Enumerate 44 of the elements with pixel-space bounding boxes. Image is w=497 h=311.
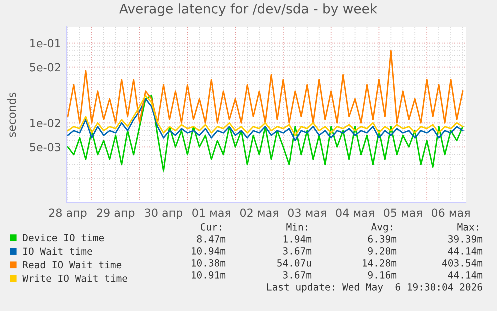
text: Avg: <box>371 224 392 233</box>
x-tick-label: 02 мая <box>240 208 278 218</box>
x-tick-label: 04 мая <box>336 208 374 218</box>
text: 403.54m <box>442 259 483 267</box>
text: 3.67m <box>283 247 312 255</box>
chart-title: Average latency for /dev/sda - by week <box>120 4 378 16</box>
line-series <box>67 95 464 136</box>
x-tick-label: 30 апр <box>145 208 183 220</box>
text: Cur: <box>200 223 222 231</box>
x-tick-label: 29 апр <box>97 208 135 220</box>
x-tick-label: 06 мая <box>432 208 470 218</box>
y-axis-title: seconds <box>8 92 16 138</box>
text: 1.94m <box>284 235 312 243</box>
text: 6.39m <box>368 235 397 243</box>
text: Last update: Wed May 6 19:30:04 2026 <box>267 283 482 293</box>
text: Min: <box>286 223 308 231</box>
y-tick-label: 5e-03 <box>30 143 61 152</box>
legend-label: Write IO Wait time <box>22 274 128 282</box>
text: 54.07u <box>278 259 312 267</box>
text: 10.94m <box>192 247 226 255</box>
text: 44.14m <box>448 272 483 279</box>
x-tick-label: 28 апр <box>49 208 87 220</box>
line-series <box>67 50 464 124</box>
text: 10.91m <box>192 271 226 279</box>
text: 14.28m <box>363 259 397 267</box>
text: 9.16m <box>368 271 397 279</box>
text: 10.38m <box>192 259 226 267</box>
x-tick-label: 05 мая <box>384 208 422 218</box>
y-tick-label: 1e-02 <box>30 119 60 128</box>
line-series <box>67 98 464 142</box>
y-tick-label: 5e-02 <box>30 63 60 72</box>
legend-label: Device IO time <box>23 234 104 242</box>
line-series <box>67 95 464 172</box>
text: Max: <box>458 224 478 231</box>
x-tick-label: 03 мая <box>288 208 326 218</box>
text: 8.47m <box>197 235 226 243</box>
text: 44.14m <box>448 248 483 255</box>
x-tick-label: 01 мая <box>192 208 230 218</box>
text: 9.20m <box>368 247 397 255</box>
text: 39.39m <box>448 235 483 243</box>
legend-label: Read IO Wait time <box>23 261 122 269</box>
y-tick-label: 1e-01 <box>30 39 60 48</box>
legend-label: IO Wait time <box>24 248 92 256</box>
text: 3.67m <box>283 271 312 279</box>
